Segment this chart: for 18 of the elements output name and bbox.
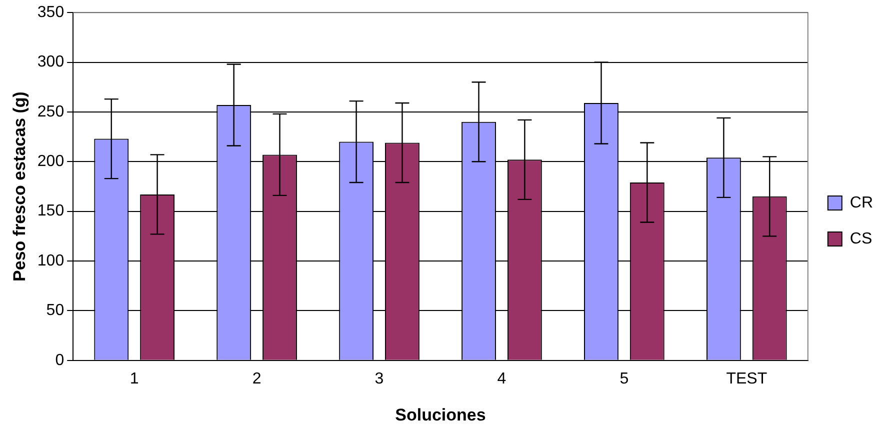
y-tick-label: 250 — [37, 103, 64, 120]
legend-label: CR — [850, 194, 873, 212]
x-tick-label: 1 — [130, 370, 139, 388]
x-tick-label: TEST — [726, 370, 768, 388]
y-tick-label: 50 — [46, 302, 64, 320]
y-axis-title: Peso fresco estacas (g) — [10, 92, 29, 282]
y-tick-label: 350 — [37, 4, 64, 22]
legend-label: CS — [850, 230, 872, 248]
x-tick-label: 5 — [620, 370, 629, 388]
x-tick-label: 4 — [497, 370, 506, 388]
x-tick-label: 3 — [374, 370, 384, 388]
x-tick-label: 2 — [252, 370, 262, 388]
y-tick-label: 300 — [37, 54, 64, 71]
x-axis-title: Soluciones — [395, 405, 486, 424]
y-tick-label: 100 — [37, 252, 64, 270]
y-tick-label: 200 — [37, 153, 64, 170]
y-tick-label: 150 — [37, 202, 64, 220]
y-tick-label: 0 — [55, 352, 64, 369]
